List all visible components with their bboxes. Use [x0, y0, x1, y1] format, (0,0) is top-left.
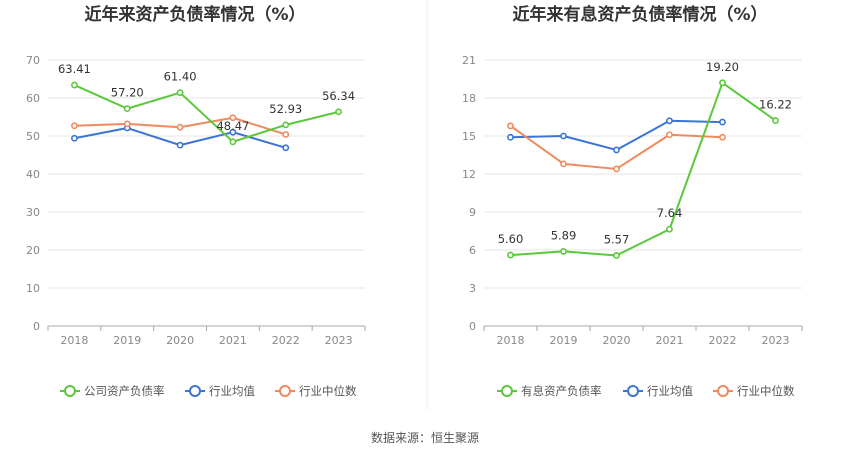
legend-marker — [627, 385, 639, 397]
y-tick-label: 18 — [462, 92, 476, 105]
data-point — [613, 165, 620, 173]
y-tick-label: 0 — [33, 320, 40, 333]
data-label: 5.60 — [498, 232, 524, 246]
data-point — [71, 134, 78, 142]
y-tick-label: 6 — [469, 244, 476, 257]
data-label: 56.34 — [322, 89, 355, 103]
x-tick-label: 2020 — [603, 334, 631, 347]
x-tick-label: 2023 — [762, 334, 790, 347]
data-point — [719, 118, 726, 126]
legend-label: 行业均值 — [647, 384, 693, 398]
data-point — [229, 138, 237, 146]
y-tick-label: 50 — [26, 130, 40, 143]
legend-marker — [279, 385, 291, 397]
data-point — [560, 247, 567, 255]
x-tick-label: 2019 — [113, 334, 141, 347]
legend-item: 行业均值 — [623, 384, 693, 398]
legend-label: 行业中位数 — [737, 384, 795, 398]
legend-item: 行业均值 — [185, 384, 255, 398]
legend-marker — [64, 385, 76, 397]
legend-label: 行业中位数 — [299, 384, 357, 398]
legend-label: 有息资产负债率 — [521, 384, 602, 398]
y-tick-label: 0 — [469, 320, 476, 333]
data-label: 48.47 — [216, 119, 249, 133]
data-source-note: 数据来源：恒生聚源 — [371, 430, 479, 445]
x-tick-label: 2021 — [656, 334, 684, 347]
data-point — [772, 117, 779, 124]
legend-marker — [717, 385, 729, 397]
data-point — [507, 251, 514, 259]
data-point — [123, 105, 131, 113]
y-tick-label: 60 — [26, 92, 40, 105]
y-tick-label: 9 — [469, 206, 476, 219]
data-label: 61.40 — [164, 70, 197, 84]
data-point — [719, 133, 726, 141]
legend-marker — [501, 385, 513, 397]
debt-ratio-chart: 近年来资产负债率情况（%） 0 10 20 30 40 50 60 70 2018 2019 2020… — [26, 4, 366, 398]
chart-title: 近年来有息资产负债率情况（%） — [512, 4, 767, 25]
legend-item: 行业中位数 — [713, 384, 795, 398]
y-tick-label: 15 — [462, 130, 476, 143]
x-tick-label: 2022 — [709, 334, 737, 347]
y-tick-label: 12 — [462, 168, 476, 181]
data-point — [282, 131, 290, 138]
x-tick-label: 2020 — [166, 334, 194, 347]
data-label: 52.93 — [269, 102, 302, 116]
y-tick-label: 10 — [26, 282, 40, 295]
y-tick-label: 40 — [26, 168, 40, 181]
interest-bearing-debt-ratio-chart: 近年来有息资产负债率情况（%） 0 3 6 9 12 15 18 21 2018 2019 2020 2… — [462, 4, 803, 398]
data-point — [71, 81, 78, 89]
x-tick-label: 2022 — [272, 334, 300, 347]
data-label: 5.57 — [604, 232, 630, 246]
data-point — [282, 144, 290, 152]
data-point — [666, 117, 673, 125]
legend-label: 行业均值 — [209, 384, 255, 398]
legend-label: 公司资产负债率 — [84, 384, 165, 398]
legend-item: 行业中位数 — [275, 384, 357, 398]
data-point — [282, 121, 290, 129]
data-point — [176, 123, 184, 131]
data-label: 5.89 — [551, 228, 577, 242]
data-point — [176, 141, 184, 149]
data-point — [666, 131, 673, 139]
data-point — [176, 89, 184, 97]
series-line — [510, 81, 777, 257]
series-line — [74, 84, 339, 143]
data-label: 16.22 — [759, 98, 792, 112]
data-label: 19.20 — [706, 60, 739, 74]
data-label: 57.20 — [111, 86, 144, 100]
data-label: 7.64 — [657, 206, 683, 220]
legend-marker — [189, 385, 201, 397]
data-point — [560, 132, 567, 140]
x-tick-label: 2018 — [60, 334, 88, 347]
y-tick-label: 21 — [462, 54, 476, 67]
legend-item: 有息资产负债率 — [497, 384, 602, 398]
data-point — [666, 225, 673, 233]
data-point — [507, 133, 514, 141]
x-tick-label: 2019 — [550, 334, 578, 347]
data-point — [613, 146, 620, 154]
x-tick-label: 2021 — [219, 334, 247, 347]
data-point — [71, 122, 78, 130]
legend-item: 公司资产负债率 — [60, 384, 165, 398]
data-point — [560, 160, 567, 168]
data-point — [335, 108, 342, 116]
data-point — [719, 79, 726, 87]
data-label: 63.41 — [58, 62, 91, 76]
chart-title: 近年来资产负债率情况（%） — [84, 4, 305, 25]
y-tick-label: 20 — [26, 244, 40, 257]
y-tick-label: 30 — [26, 206, 40, 219]
data-point — [613, 252, 620, 259]
data-point — [229, 128, 237, 136]
data-point — [123, 120, 131, 128]
y-tick-label: 3 — [469, 282, 476, 295]
x-tick-label: 2023 — [325, 334, 353, 347]
y-tick-label: 70 — [26, 54, 40, 67]
x-tick-label: 2018 — [497, 334, 525, 347]
data-point — [229, 114, 237, 122]
data-point — [507, 122, 514, 130]
